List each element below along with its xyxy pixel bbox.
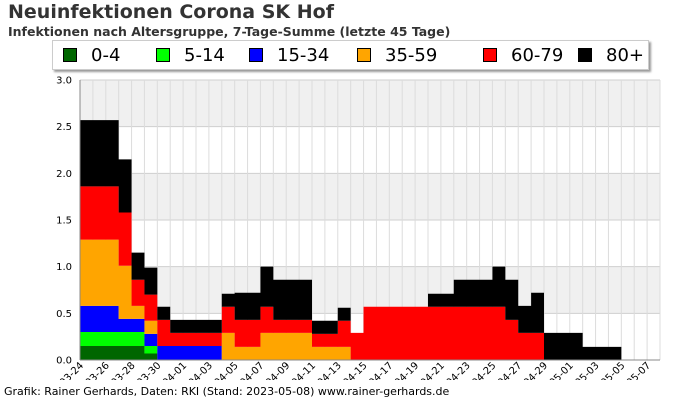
legend-label: 60-79: [511, 44, 564, 66]
area-series-0-4: [80, 346, 660, 360]
legend-label: 15-34: [277, 44, 330, 66]
legend-item-15-34: 15-34: [249, 44, 330, 66]
legend-swatch: [63, 48, 77, 62]
y-tick-label: 2.5: [56, 122, 72, 133]
area-series-60-79: [80, 186, 660, 360]
legend-label: 0-4: [91, 44, 121, 66]
legend-swatch: [357, 48, 371, 62]
legend-item-0-4: 0-4: [63, 44, 121, 66]
y-tick-label: 2.0: [56, 169, 72, 180]
legend-item-5-14: 5-14: [156, 44, 225, 66]
legend-swatch: [578, 48, 592, 62]
legend-label: 35-59: [385, 44, 438, 66]
area-series-80+: [80, 120, 660, 360]
footer-credit: Grafik: Rainer Gerhards, Daten: RKI (Sta…: [4, 385, 450, 398]
legend-item-35-59: 35-59: [357, 44, 438, 66]
y-tick-label: 0.0: [56, 356, 72, 367]
legend-swatch: [483, 48, 497, 62]
y-tick-label: 1.5: [56, 216, 72, 227]
area-series-5-14: [80, 332, 660, 360]
legend: 0-4 5-14 15-34 35-59 60-79 80+: [52, 40, 649, 70]
legend-swatch: [156, 48, 170, 62]
legend-item-80+: 80+: [578, 44, 644, 66]
legend-label: 5-14: [184, 44, 225, 66]
y-tick-label: 0.5: [56, 309, 72, 320]
legend-item-60-79: 60-79: [483, 44, 564, 66]
chart-title: Neuinfektionen Corona SK Hof: [8, 1, 334, 23]
grid-band: [80, 173, 660, 220]
chart-subtitle: Infektionen nach Altersgruppe, 7-Tage-Su…: [8, 24, 451, 39]
legend-swatch: [249, 48, 263, 62]
grid-band: [80, 80, 660, 127]
y-tick-label: 1.0: [56, 262, 72, 273]
grid-band: [80, 266, 660, 314]
plot-area: 0.00.51.01.52.02.53.02023-03-242023-03-2…: [37, 76, 661, 380]
legend-label: 80+: [606, 44, 644, 66]
y-tick-label: 3.0: [56, 76, 72, 87]
